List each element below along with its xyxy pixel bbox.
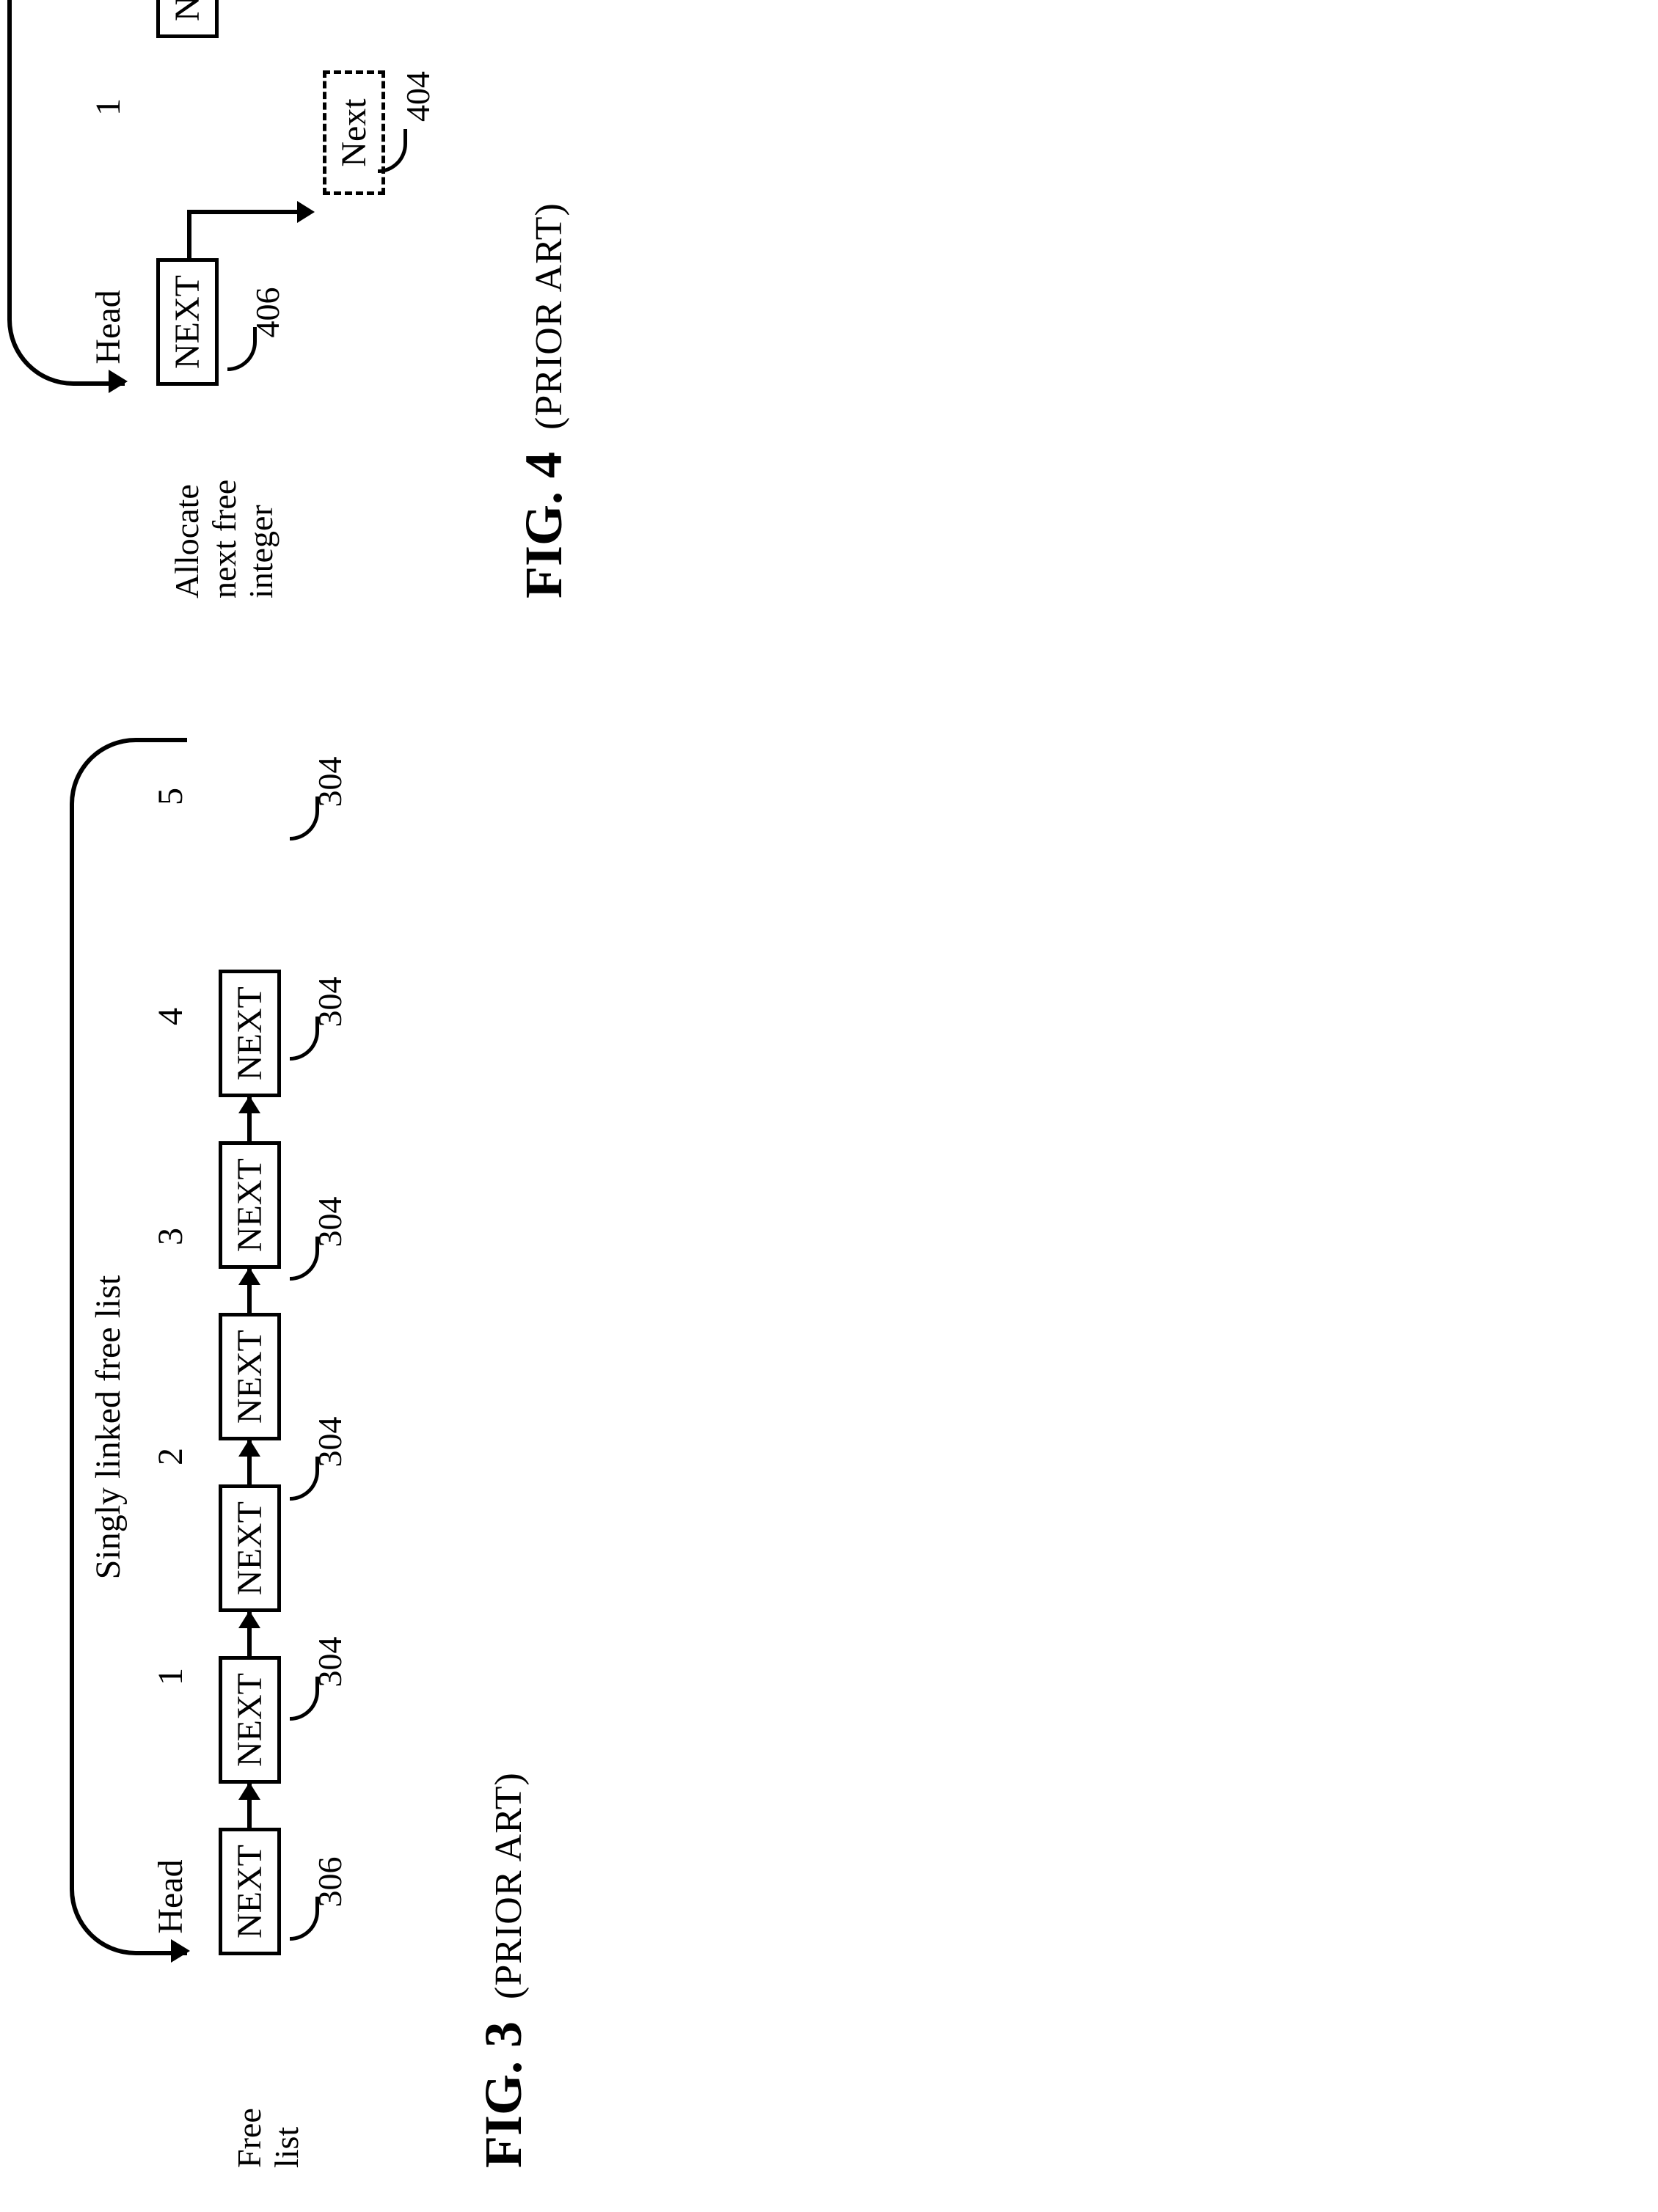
fig3-list: Head 1 2 3 4 5 NEXT NEXT NEXT NEXT [150,686,459,2029]
fig3-caption-prior: (PRIOR ART) [487,1772,530,1999]
figure-3: Singly linked free list Free list Head 1… [88,686,534,2168]
fig3-ref-1: 304 [311,1637,348,1688]
leader-line-icon [378,129,407,173]
fig3-idx-5: 5 [150,686,202,907]
fig4-ref-head: 406 [249,288,286,338]
fig3-refs: 306 304 304 304 304 304 [297,686,356,2007]
fig4-left-label: Allocate next free integer [88,459,280,598]
fig4-diagram: Allocate next free integer Head 1 2 3 4 … [88,0,499,598]
fig3-idx-2: 2 [150,1347,202,1567]
fig3-node-3: NEXT [219,1313,281,1440]
fig3-idx-1: 1 [150,1567,202,1787]
fig3-ref-head: 306 [311,1857,348,1908]
fig4-caption: FIG. 4 (PRIOR ART) [514,202,574,598]
arrow-icon [247,1097,252,1141]
arrow-icon [247,1269,252,1313]
figure-4: Allocate next free integer Head 1 2 3 4 … [88,0,574,598]
fig4-head-node: NEXT [156,258,219,386]
fig4-caption-prior: (PRIOR ART) [527,202,571,430]
fig3-ref-2: 304 [311,1417,348,1468]
fig4-caption-fig: FIG. 4 [514,452,574,598]
fig3-node-5: NEXT [219,970,281,1097]
fig3-ref-4: 304 [311,977,348,1028]
fig3-node-2: NEXT [219,1484,281,1612]
fig4-head-label: Head [88,217,139,437]
fig3-diagram: Free list Head 1 2 3 4 5 NEXT NEXT [150,686,459,2168]
fig4-list: Head 1 2 3 4 5 NEXT NEXT [88,0,499,459]
fig4-nodes: NEXT NEXT NEXT NEXT NEXT [139,0,235,437]
fig3-caption: FIG. 3 (PRIOR ART) [473,1772,534,2168]
fig4-node-2: NEXT [156,0,219,38]
fig4-headers: Head 1 2 3 4 5 [88,0,139,437]
fig4-refs: 406 404 404 404 404 [235,0,293,437]
fig3-nodes: NEXT NEXT NEXT NEXT NEXT NEXT [202,686,297,2007]
fig3-node-1: NEXT [219,1656,281,1784]
fig3-ref-5: 304 [311,757,348,807]
fig3-idx-4: 4 [150,907,202,1127]
arrow-icon [247,1784,252,1828]
fig4-alloc-row: Next 404 [323,0,418,437]
fig3-headers: Head 1 2 3 4 5 [150,686,202,2007]
arrowhead-down-icon [297,201,315,223]
fig4-alloc-node: Next [323,70,385,195]
arrow-icon [247,1612,252,1656]
fig4-idx-1: 1 [88,0,139,217]
fig3-caption-fig: FIG. 3 [473,2021,534,2168]
fig3-head-label: Head [150,1787,202,2007]
fig3-ref-3: 304 [311,1197,348,1248]
fig3-node-4: NEXT [219,1141,281,1269]
fig4-alloc-ref: 404 [398,71,437,122]
arrow-icon [247,1440,252,1484]
fig3-left-label: Free list [150,2029,305,2168]
fig3-head-node: NEXT [219,1828,281,1955]
elbow-line-icon [187,214,191,258]
fig3-idx-3: 3 [150,1127,202,1347]
page: Singly linked free list Free list Head 1… [15,29,1658,2212]
